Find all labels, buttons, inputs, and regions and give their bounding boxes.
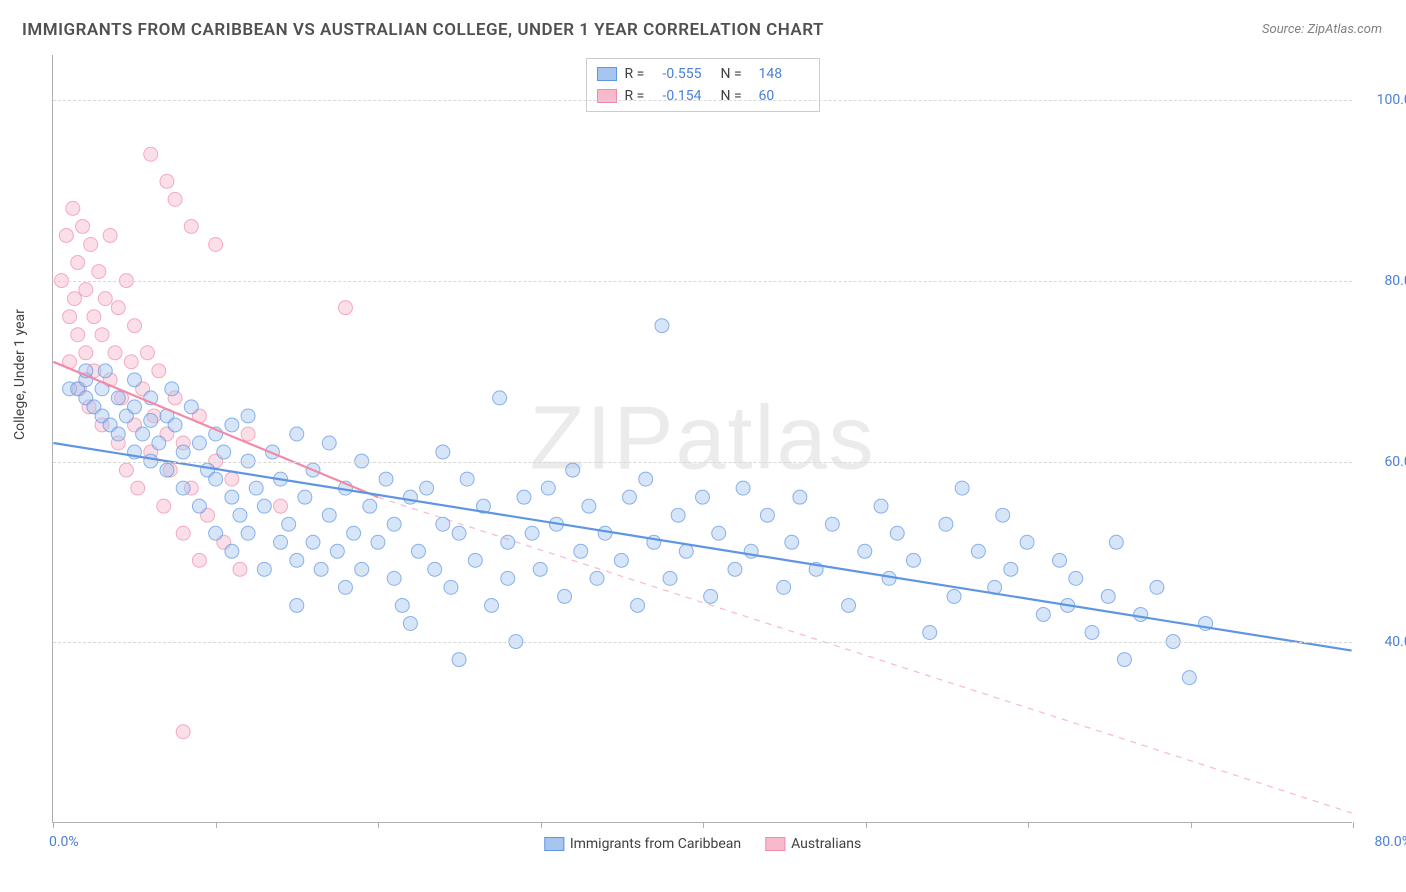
y-tick-label: 40.0% <box>1362 634 1406 650</box>
y-axis-label: College, Under 1 year <box>12 309 28 440</box>
y-tick-label: 100.0% <box>1362 92 1406 108</box>
chart-title: IMMIGRANTS FROM CARIBBEAN VS AUSTRALIAN … <box>22 20 824 40</box>
x-tick-mark <box>1191 822 1192 828</box>
legend-item-1: Immigrants from Caribbean <box>544 836 741 852</box>
x-tick-label-max: 80.0% <box>1374 834 1406 850</box>
gridline-horizontal <box>53 462 1352 463</box>
gridline-horizontal <box>53 642 1352 643</box>
x-tick-mark <box>1028 822 1029 828</box>
series-legend: Immigrants from Caribbean Australians <box>544 836 861 852</box>
legend-bottom-swatch-1 <box>544 837 564 851</box>
y-tick-label: 60.0% <box>1362 454 1406 470</box>
x-tick-mark <box>216 822 217 828</box>
x-tick-mark <box>378 822 379 828</box>
chart-plot-area: ZIPatlas R = -0.555 N = 148 R = -0.154 N… <box>52 55 1352 823</box>
gridline-horizontal <box>53 100 1352 101</box>
source-attribution: Source: ZipAtlas.com <box>1262 22 1382 37</box>
scatter-svg <box>53 55 1352 822</box>
source-label: Source: <box>1262 22 1304 37</box>
legend-series-name-1: Immigrants from Caribbean <box>570 836 741 852</box>
x-tick-mark <box>703 822 704 828</box>
legend-bottom-swatch-2 <box>765 837 785 851</box>
x-tick-mark <box>53 822 54 828</box>
source-name: ZipAtlas.com <box>1307 22 1382 37</box>
x-tick-label-min: 0.0% <box>49 834 79 850</box>
y-tick-label: 80.0% <box>1362 273 1406 289</box>
x-tick-mark <box>866 822 867 828</box>
legend-series-name-2: Australians <box>791 836 861 852</box>
x-tick-mark <box>1353 822 1354 828</box>
x-tick-mark <box>541 822 542 828</box>
gridline-horizontal <box>53 281 1352 282</box>
legend-item-2: Australians <box>765 836 861 852</box>
